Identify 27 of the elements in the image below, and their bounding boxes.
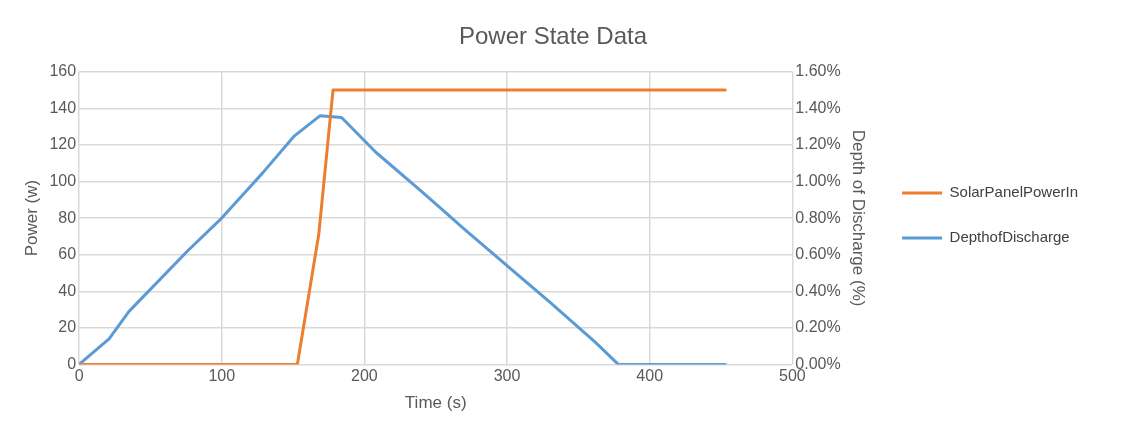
y-tick-label: 100	[49, 171, 77, 189]
y-tick-label: 120	[49, 135, 77, 153]
y-tick-label: 80	[58, 208, 77, 226]
y2-tick-label: 0.80%	[795, 208, 841, 226]
x-tick-label: 100	[208, 367, 236, 385]
y-axis-title: Power (w)	[21, 179, 41, 257]
x-tick-label: 400	[636, 367, 664, 385]
y2-tick-label: 1.00%	[795, 171, 841, 189]
y2-tick-label: 1.20%	[795, 135, 841, 153]
y-tick-label: 60	[58, 245, 77, 263]
y2-tick-label: 1.40%	[795, 98, 841, 116]
y-tick-label: 0	[67, 354, 77, 372]
x-axis-title: Time (s)	[404, 393, 467, 413]
x-tick-label: 200	[351, 367, 378, 385]
y2-tick-label: 0.40%	[795, 281, 841, 299]
legend-label: SolarPanelPowerIn	[949, 183, 1079, 201]
y-tick-label: 140	[49, 98, 77, 116]
y2-tick-label: 0.20%	[795, 318, 841, 336]
y2-tick-label: 1.60%	[795, 62, 841, 80]
chart-title: Power State Data	[458, 22, 648, 50]
y2-tick-label: 0.60%	[795, 245, 841, 263]
y-tick-label: 20	[58, 318, 77, 336]
legend-label: DepthofDischarge	[949, 228, 1070, 246]
x-tick-label: 300	[493, 367, 521, 385]
y-tick-label: 40	[58, 281, 77, 299]
y-tick-label: 160	[49, 62, 77, 80]
y2-axis-title: Depth of Discharge (%)	[849, 129, 869, 307]
